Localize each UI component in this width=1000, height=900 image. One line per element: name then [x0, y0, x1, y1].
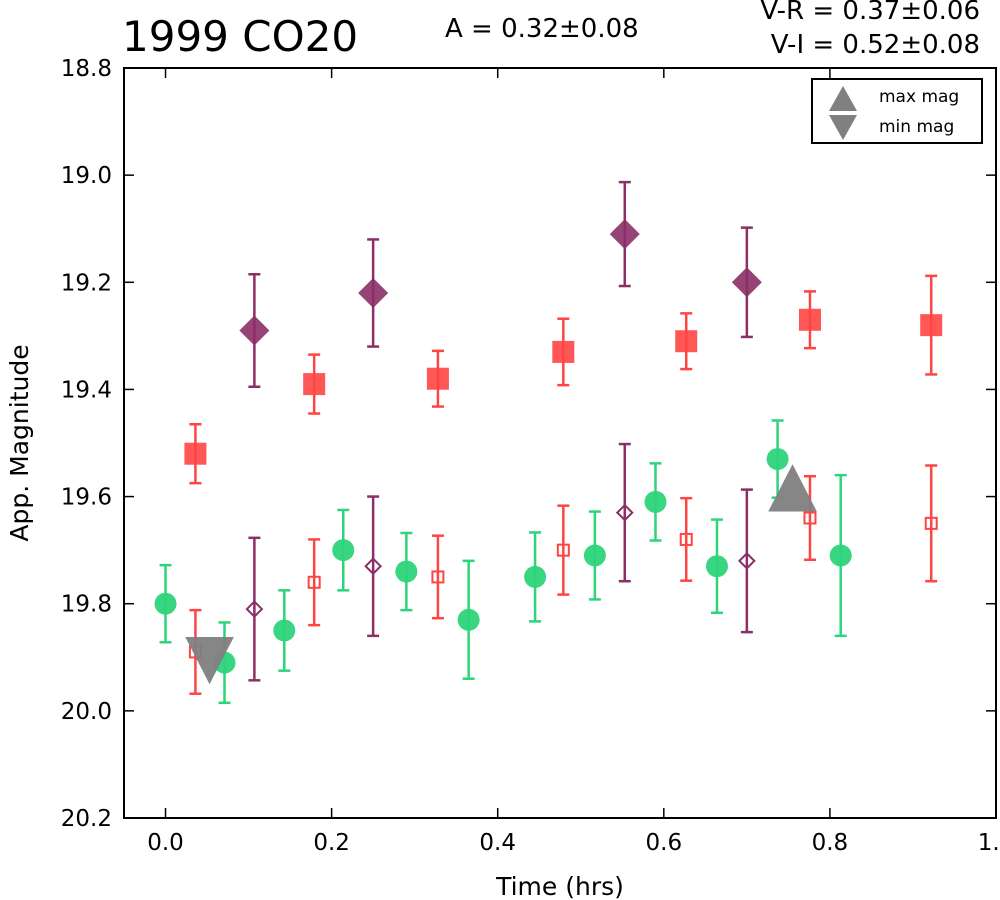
series-1-point-0 — [239, 273, 270, 388]
x-tick-label-2: 0.4 — [479, 830, 516, 856]
series-1-marker-2 — [609, 219, 640, 250]
y-tick-label-7: 20.2 — [61, 806, 112, 832]
series-0-marker-0 — [184, 442, 207, 465]
series-2-marker-7 — [583, 544, 606, 567]
series-2-point-2 — [273, 589, 296, 672]
series-2-marker-4 — [395, 560, 418, 583]
x-tick-label-1: 0.2 — [313, 830, 350, 856]
series-2-marker-6 — [524, 565, 547, 588]
series-0-marker-1 — [303, 373, 326, 396]
series-3-point-5 — [803, 474, 817, 562]
series-2-marker-11 — [829, 544, 852, 567]
legend-label-max: max mag — [879, 87, 960, 107]
series-2-point-0 — [154, 563, 177, 644]
series-4-point-2 — [615, 442, 634, 583]
series-3-marker-2 — [431, 570, 445, 584]
series-0-point-1 — [303, 353, 326, 415]
series-4-point-0 — [245, 536, 264, 682]
series-0-marker-6 — [920, 314, 943, 337]
series-3-marker-3 — [556, 543, 570, 557]
series-2-point-6 — [524, 531, 547, 623]
x-tick-label-5: 1.0 — [978, 830, 1000, 856]
series-0-point-2 — [426, 349, 449, 408]
series-0-point-3 — [552, 317, 575, 387]
x-tick-label-0: 0.0 — [147, 830, 184, 856]
series-1-point-1 — [358, 238, 389, 348]
series-2-point-8 — [644, 462, 667, 542]
y-tick-label-0: 18.8 — [61, 56, 112, 82]
series-2-marker-8 — [644, 490, 667, 513]
series-2-point-4 — [395, 531, 418, 612]
series-0-marker-5 — [798, 308, 821, 331]
y-tick-label-3: 19.4 — [61, 377, 112, 403]
series-2-point-5 — [457, 559, 480, 680]
series-3-marker-6 — [924, 516, 938, 530]
series-0-point-4 — [675, 312, 698, 371]
series-3-point-3 — [556, 504, 570, 596]
y-tick-label-5: 19.8 — [61, 592, 112, 618]
series-2-point-7 — [583, 510, 606, 601]
series-2-marker-5 — [457, 608, 480, 631]
y-tick-label-2: 19.2 — [61, 270, 112, 296]
y-tick-label-1: 19.0 — [61, 163, 112, 189]
series-3-marker-4 — [679, 532, 693, 546]
series-2-marker-2 — [273, 619, 296, 642]
series-3-marker-5 — [803, 511, 817, 525]
series-0-marker-2 — [426, 367, 449, 390]
triangle-up-icon — [829, 86, 857, 111]
series-3-point-4 — [679, 496, 693, 582]
series-1-point-3 — [731, 226, 762, 339]
series-2-point-9 — [705, 518, 728, 615]
series-1-marker-0 — [239, 315, 270, 346]
extremum-triangle-up — [768, 464, 817, 512]
series-3-point-1 — [307, 538, 321, 627]
y-tick-label-4: 19.6 — [61, 485, 112, 511]
series-2-marker-10 — [766, 448, 789, 471]
legend-item-min: min mag — [825, 114, 983, 142]
series-4-marker-0 — [245, 600, 264, 618]
axis-ticks: 0.0 0.2 0.4 0.6 0.8 1.0 18.8 19.0 19.2 19.4 19.6 19… — [61, 56, 1000, 856]
y-axis-label: App. Magnitude — [5, 344, 34, 541]
x-axis-label: Time (hrs) — [495, 872, 624, 900]
series-2-marker-0 — [154, 592, 177, 615]
series-1-point-2 — [609, 180, 640, 288]
vr-color-label: V-R = 0.37±0.06 — [760, 0, 980, 26]
series-2-marker-3 — [332, 539, 355, 562]
series-4-marker-1 — [364, 557, 383, 576]
plot-area — [123, 67, 997, 819]
legend-item-max: max mag — [825, 84, 983, 112]
series-2-point-11 — [829, 473, 852, 638]
series-2-point-10 — [766, 419, 789, 499]
series-0-point-0 — [184, 423, 207, 485]
series-3-point-6 — [924, 464, 938, 583]
extremum-triangle-down — [185, 637, 234, 685]
series-1-marker-3 — [731, 267, 762, 298]
series-1-marker-1 — [358, 278, 389, 308]
series-4-marker-3 — [737, 551, 756, 570]
series-2-point-3 — [332, 508, 355, 592]
series-3-point-2 — [431, 534, 445, 620]
vi-color-label: V-I = 0.52±0.08 — [770, 30, 980, 60]
series-4-marker-2 — [615, 503, 634, 522]
series-4-point-1 — [364, 495, 383, 638]
triangle-down-icon — [829, 115, 857, 140]
series-2-marker-9 — [705, 555, 728, 578]
x-tick-label-4: 0.8 — [812, 830, 849, 856]
y-tick-label-6: 20.0 — [61, 699, 112, 725]
legend-label-min: min mag — [879, 117, 955, 137]
amplitude-label: A = 0.32±0.08 — [445, 14, 639, 44]
x-tick-label-3: 0.6 — [646, 830, 683, 856]
object-title: 1999 CO20 — [122, 12, 359, 61]
data-marks — [154, 180, 943, 705]
series-0-point-6 — [920, 274, 943, 376]
series-0-point-5 — [798, 290, 821, 350]
series-0-marker-4 — [675, 330, 698, 353]
series-3-marker-1 — [307, 575, 321, 589]
series-4-point-3 — [737, 488, 756, 634]
legend: max mag min mag — [811, 78, 983, 144]
series-0-marker-3 — [552, 340, 575, 363]
